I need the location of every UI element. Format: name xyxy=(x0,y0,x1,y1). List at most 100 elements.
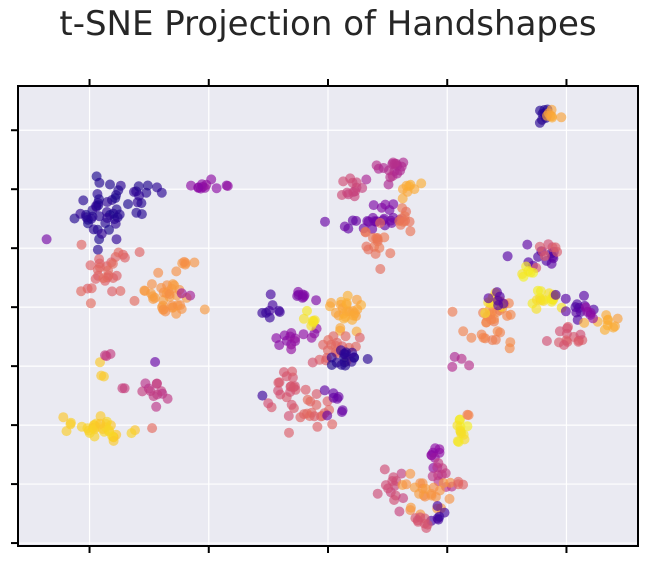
scatter-point xyxy=(372,488,383,499)
scatter-point xyxy=(502,310,513,321)
scatter-point xyxy=(327,419,338,430)
scatter-point xyxy=(464,360,475,371)
scatter-point xyxy=(113,185,124,196)
scatter-point xyxy=(302,305,312,316)
scatter-point xyxy=(311,389,322,399)
scatter-point xyxy=(416,178,427,189)
scatter-point xyxy=(340,331,351,342)
scatter-point xyxy=(351,294,362,305)
scatter-point xyxy=(300,384,311,395)
scatter-point xyxy=(164,289,175,300)
scatter-point xyxy=(490,334,501,345)
scatter-point xyxy=(400,215,411,226)
scatter-point xyxy=(342,290,353,301)
scatter-point xyxy=(453,479,464,490)
scatter-point xyxy=(86,283,97,294)
data-points xyxy=(41,104,623,533)
scatter-point xyxy=(502,251,513,262)
chart-title: t-SNE Projection of Handshapes xyxy=(59,4,597,44)
scatter-point xyxy=(550,242,561,253)
scatter-point xyxy=(371,233,382,244)
scatter-point xyxy=(376,202,387,213)
scatter-point xyxy=(85,298,96,309)
scatter-point xyxy=(493,300,504,311)
scatter-point xyxy=(189,257,200,268)
scatter-point xyxy=(449,351,460,362)
scatter-point xyxy=(336,407,347,417)
scatter-point xyxy=(395,165,406,176)
scatter-point xyxy=(447,306,458,317)
scatter-point xyxy=(483,293,494,304)
scatter-point xyxy=(257,390,268,401)
scatter-point xyxy=(396,468,407,479)
scatter-point xyxy=(286,381,297,392)
scatter-point xyxy=(96,228,107,239)
scatter-point xyxy=(585,309,596,320)
scatter-point xyxy=(273,305,284,316)
scatter-point xyxy=(140,378,151,389)
scatter-point xyxy=(339,348,350,359)
scatter-point xyxy=(580,302,591,313)
scatter-point xyxy=(107,258,118,269)
scatter-point xyxy=(319,385,330,396)
scatter-point xyxy=(360,227,371,238)
scatter-point xyxy=(85,260,96,271)
scatter-point xyxy=(453,437,464,447)
scatter-point xyxy=(361,174,372,185)
scatter-point xyxy=(415,512,426,523)
scatter-point xyxy=(452,420,463,431)
scatter-point xyxy=(434,511,445,522)
scatter-point xyxy=(394,506,405,517)
scatter-point xyxy=(110,218,121,229)
scatter-point xyxy=(351,177,362,188)
scatter-point xyxy=(118,249,128,260)
scatter-point xyxy=(341,298,352,309)
scatter-point xyxy=(432,462,443,473)
scatter-point xyxy=(346,356,357,367)
scatter-point xyxy=(145,386,156,397)
scatter-point xyxy=(156,187,167,198)
scatter-point xyxy=(309,411,320,422)
scatter-point xyxy=(389,495,400,505)
scatter-point xyxy=(447,361,458,372)
scatter-point xyxy=(78,195,89,206)
scatter-point xyxy=(199,304,210,315)
scatter-point xyxy=(298,329,309,340)
scatter-point xyxy=(193,182,204,193)
scatter-point xyxy=(115,286,126,296)
scatter-point xyxy=(58,412,69,423)
scatter-point xyxy=(129,295,140,306)
scatter-point xyxy=(82,423,93,434)
scatter-point xyxy=(466,332,477,343)
scatter-point xyxy=(534,241,545,252)
scatter-point xyxy=(363,244,374,255)
scatter-point xyxy=(311,399,322,410)
scatter-point xyxy=(367,212,378,223)
scatter-point xyxy=(375,217,386,228)
scatter-point xyxy=(573,336,584,347)
scatter-point xyxy=(96,370,107,381)
scatter-point xyxy=(388,157,399,168)
scatter-point xyxy=(95,411,106,422)
scatter-point xyxy=(409,184,420,195)
scatter-point xyxy=(306,320,317,331)
scatter-point xyxy=(150,357,161,367)
scatter-point xyxy=(538,294,549,305)
scatter-point xyxy=(405,226,416,237)
scatter-point xyxy=(95,418,106,429)
scatter-point xyxy=(603,314,614,325)
scatter-point xyxy=(211,183,222,194)
scatter-point xyxy=(167,300,177,311)
scatter-point xyxy=(117,383,128,394)
scatter-point xyxy=(162,393,173,404)
scatter-point xyxy=(440,468,451,479)
scatter-point xyxy=(167,279,178,290)
scatter-point xyxy=(139,285,150,296)
scatter-point xyxy=(542,110,552,121)
scatter-point xyxy=(222,181,233,191)
scatter-point xyxy=(368,200,379,211)
scatter-point xyxy=(320,216,330,227)
scatter-point xyxy=(420,483,431,494)
scatter-point xyxy=(257,307,268,318)
scatter-point xyxy=(535,105,545,116)
